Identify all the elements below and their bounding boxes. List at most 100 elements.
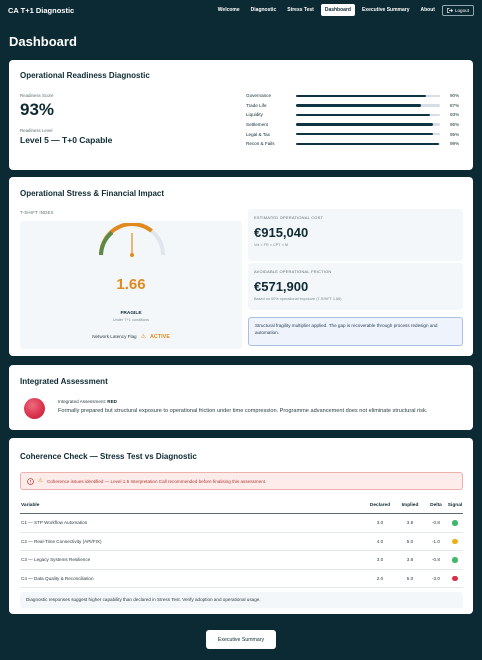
readiness-bar-label: Legal & Tax [246, 131, 270, 137]
readiness-bar-fill [296, 104, 422, 107]
logout-button[interactable]: Logout [441, 4, 474, 16]
row-signal [447, 575, 463, 581]
coherence-table: Variable Declared Implied Delta Signal C… [20, 498, 463, 588]
friction-note: Based on 60% operational exposure (T-SHI… [254, 297, 342, 301]
nav-link-stress-test[interactable]: Stress Test [287, 7, 314, 13]
tshift-index-label: T-SHIFT INDEX [20, 210, 54, 215]
top-nav: CA T+1 Diagnostic Welcome Diagnostic Str… [0, 0, 482, 20]
readiness-bar-row: Legal & Tax 95% [246, 129, 463, 139]
row-variable: C3 — Legacy Systems Resilience [21, 557, 91, 563]
brand-title: CA T+1 Diagnostic [8, 5, 75, 15]
readiness-bar-track [296, 104, 440, 107]
readiness-title: Operational Readiness Diagnostic [20, 71, 150, 80]
tshift-gauge-panel: 1.66 FRAGILE Under T+1 conditions Networ… [20, 221, 242, 349]
row-delta: -1.0 [432, 538, 440, 544]
assessment-rating-label: Integrated Assessment: [58, 399, 107, 404]
nav-link-diagnostic[interactable]: Diagnostic [250, 7, 277, 13]
readiness-bar-label: Liquidity [246, 112, 263, 118]
readiness-card: Operational Readiness Diagnostic Readine… [9, 60, 473, 170]
operational-cost-panel: ESTIMATED OPERATIONAL COST €915,040 Vol … [248, 209, 463, 261]
assessment-rating: Integrated Assessment: RED [58, 399, 117, 404]
assessment-card: Integrated Assessment Integrated Assessm… [9, 365, 473, 430]
stress-title: Operational Stress & Financial Impact [20, 189, 165, 198]
row-implied: 3.8 [406, 520, 414, 526]
readiness-bar-track [296, 94, 440, 97]
cost-formula: Vol × FR × CPT × M [254, 243, 289, 247]
warning-icon: ⚠ [140, 334, 147, 340]
readiness-bar-percent: 95% [450, 131, 460, 137]
nav-link-welcome[interactable]: Welcome [217, 7, 240, 13]
tshift-gauge [99, 223, 165, 257]
row-delta: -0.8 [432, 557, 440, 563]
signal-dot [452, 520, 458, 526]
col-variable: Variable [21, 503, 40, 508]
friction-value: €571,900 [254, 279, 309, 294]
cost-label: ESTIMATED OPERATIONAL COST [254, 215, 324, 220]
readiness-bar-label: Settlement [246, 122, 268, 128]
coherence-table-row: C2 — Real-Time Connectivity (API/FIX) 4.0… [20, 533, 463, 551]
readiness-bar-row: Governance 90% [246, 91, 463, 101]
readiness-bar-label: Governance [246, 93, 272, 99]
row-implied: 5.0 [406, 575, 414, 581]
coherence-title: Coherence Check — Stress Test vs Diagnos… [20, 452, 197, 461]
friction-panel: AVOIDABLE OPERATIONAL FRICTION €571,900 … [248, 263, 463, 310]
row-implied: 3.8 [406, 557, 414, 563]
signal-dot [452, 575, 458, 581]
coherence-table-body: C1 — STP Workflow Automation 3.0 3.8 -0.8 C2… [20, 514, 463, 588]
row-delta: -3.0 [432, 575, 440, 581]
readiness-bar-row: Trade Life 87% [246, 101, 463, 111]
row-variable: C1 — STP Workflow Automation [21, 520, 88, 526]
nav-link-dashboard[interactable]: Dashboard [320, 4, 355, 16]
row-declared: 4.0 [376, 538, 384, 544]
readiness-level-value: Level 5 — T+0 Capable [20, 135, 113, 145]
coherence-table-header: Variable Declared Implied Delta Signal [20, 498, 463, 514]
readiness-bar-row: Settlement 95% [246, 120, 463, 130]
readiness-bar-track [296, 142, 440, 145]
executive-summary-button[interactable]: Executive Summary [206, 630, 276, 649]
readiness-bars: Governance 90% Trade Life 87% Liquidity 93% Se… [246, 91, 463, 149]
readiness-bar-track [296, 132, 440, 136]
readiness-bar-track [296, 123, 440, 126]
logout-icon [447, 7, 453, 13]
row-signal [447, 520, 463, 526]
row-variable: C4 — Data Quality & Reconciliation [21, 575, 94, 581]
col-delta: Delta [430, 503, 442, 508]
cost-value: €915,040 [254, 225, 309, 240]
assessment-text: Formally prepared but structural exposur… [58, 408, 428, 414]
row-declared: 2.0 [376, 575, 384, 581]
readiness-bar-percent: 95% [450, 122, 460, 128]
assessment-title: Integrated Assessment [20, 377, 108, 386]
readiness-bar-percent: 87% [450, 102, 460, 108]
friction-label: AVOIDABLE OPERATIONAL FRICTION [254, 269, 332, 274]
logout-label: Logout [454, 7, 469, 13]
row-implied: 5.0 [406, 538, 414, 544]
signal-dot [452, 557, 458, 563]
latency-label: Network Latency Flag [92, 334, 137, 339]
assessment-status-dot [24, 398, 45, 419]
coherence-alert-text: Coherence issues identified — Level 1.5 … [46, 478, 267, 484]
signal-dot [452, 538, 458, 544]
col-implied: Implied [401, 503, 419, 508]
page-title: Dashboard [9, 34, 77, 49]
readiness-bar-percent: 93% [450, 112, 460, 118]
readiness-bar-row: Recon & Fails 99% [246, 139, 463, 149]
assessment-rating-value: RED [107, 399, 117, 404]
readiness-bar-fill [296, 132, 433, 136]
fragility-info: Structural fragility multiplier applied.… [248, 317, 463, 346]
gauge-value: 1.66 [116, 276, 146, 293]
row-signal [447, 538, 463, 544]
nav-link-about[interactable]: About [420, 7, 435, 13]
row-delta: -0.8 [432, 520, 440, 526]
row-declared: 3.0 [376, 557, 384, 563]
readiness-bar-label: Trade Life [246, 102, 267, 108]
coherence-alert: ⚠ Coherence issues identified — Level 1.… [20, 472, 463, 490]
readiness-bar-fill [296, 142, 439, 145]
nav-link-executive-summary[interactable]: Executive Summary [361, 7, 410, 13]
nav-links: Welcome Diagnostic Stress Test Dashboard… [214, 4, 474, 16]
readiness-bar-label: Recon & Fails [246, 141, 275, 147]
coherence-table-row: C1 — STP Workflow Automation 3.0 3.8 -0.8 [20, 514, 463, 533]
readiness-bar-fill [296, 94, 426, 97]
col-declared: Declared [369, 503, 391, 508]
readiness-bar-percent: 99% [450, 141, 460, 147]
readiness-level-label: Readiness Level [20, 128, 53, 133]
